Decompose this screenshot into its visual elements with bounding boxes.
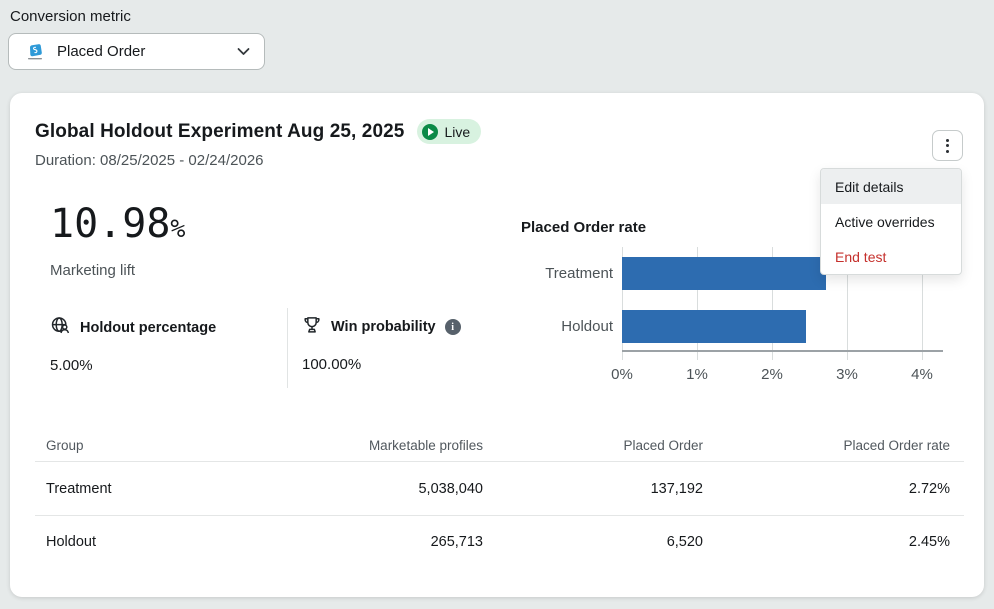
- chart-label-treatment: Treatment: [545, 265, 613, 282]
- x-tick-0: 0%: [611, 366, 633, 383]
- shopify-metric-icon: [22, 42, 48, 62]
- marketing-lift-value: 10.98%: [50, 201, 186, 247]
- stats-divider: [287, 308, 288, 388]
- col-header-group: Group: [46, 438, 84, 453]
- menu-item-end-test[interactable]: End test: [835, 248, 887, 265]
- more-options-button[interactable]: [932, 130, 963, 161]
- kebab-icon: [946, 138, 949, 142]
- info-icon[interactable]: i: [444, 319, 461, 335]
- col-header-placed-order-rate: Placed Order rate: [843, 438, 950, 453]
- holdout-percentage-value: 5.00%: [50, 357, 93, 374]
- win-probability-label: Win probability: [331, 319, 436, 335]
- play-icon: [422, 123, 439, 140]
- x-axis: [622, 350, 943, 352]
- results-table: Group Marketable profiles Placed Order P…: [35, 430, 964, 568]
- options-menu: Edit details Active overrides End test: [820, 168, 962, 275]
- holdout-percentage-label: Holdout percentage: [80, 319, 217, 336]
- table-row-holdout: Holdout 265,713 6,520 2.45%: [35, 515, 964, 568]
- chart-label-holdout: Holdout: [561, 318, 613, 335]
- placed-order-rate-chart: Placed Order rate Treatment Holdout 0% 1…: [521, 219, 961, 392]
- treatment-bar: [622, 257, 826, 290]
- x-tick-2: 2%: [761, 366, 783, 383]
- holdout-bar: [622, 310, 806, 343]
- conversion-metric-label: Conversion metric: [10, 8, 131, 25]
- marketing-lift-label: Marketing lift: [50, 262, 136, 279]
- x-tick-4: 4%: [911, 366, 933, 383]
- experiment-duration: Duration: 08/25/2025 - 02/24/2026: [35, 152, 264, 169]
- conversion-metric-select[interactable]: Placed Order: [8, 33, 265, 70]
- chart-title: Placed Order rate: [521, 219, 647, 236]
- col-header-marketable-profiles: Marketable profiles: [368, 438, 483, 453]
- experiment-card: Global Holdout Experiment Aug 25, 2025 L…: [10, 93, 984, 597]
- experiment-title: Global Holdout Experiment Aug 25, 2025: [35, 120, 405, 142]
- menu-item-active-overrides[interactable]: Active overrides: [835, 213, 935, 230]
- live-status-badge: Live: [417, 119, 482, 144]
- conversion-metric-value: Placed Order: [57, 43, 146, 60]
- gridline: [622, 247, 623, 360]
- table-row-treatment: Treatment 5,038,040 137,192 2.72%: [46, 480, 950, 497]
- x-tick-1: 1%: [686, 366, 708, 383]
- menu-item-edit-details[interactable]: Edit details: [821, 169, 961, 204]
- chevron-down-icon: [237, 47, 250, 56]
- live-status-text: Live: [444, 123, 471, 140]
- trophy-icon: [302, 315, 322, 339]
- x-tick-3: 3%: [836, 366, 858, 383]
- win-probability-value: 100.00%: [302, 356, 362, 373]
- globe-person-icon: [50, 315, 71, 340]
- col-header-placed-order: Placed Order: [623, 438, 703, 453]
